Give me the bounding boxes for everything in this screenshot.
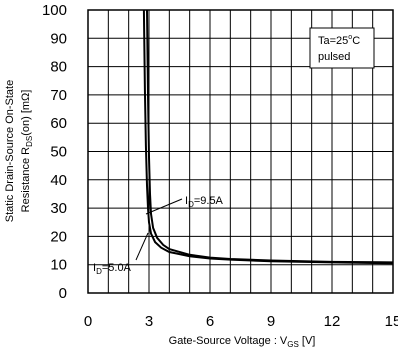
y-tick-label: 40 xyxy=(50,172,67,189)
conditions-line1: Ta=25oC xyxy=(318,34,360,47)
annotation-id-9-5a: ID=9.5A xyxy=(185,195,224,209)
conditions-box xyxy=(309,27,375,69)
y-tick-label: 100 xyxy=(42,2,67,19)
y-tick-label: 60 xyxy=(50,115,67,132)
x-tick-label: 12 xyxy=(324,313,341,330)
y-tick-label: 90 xyxy=(50,30,67,47)
y-tick-label: 30 xyxy=(50,200,67,217)
y-tick-label: 10 xyxy=(50,257,67,274)
y-tick-label: 0 xyxy=(59,285,67,302)
y-axis-label-line2: Resistance RDS(on) [mΩ] xyxy=(20,90,34,213)
y-axis-label-line1: Static Drain-Source On-State xyxy=(4,80,16,222)
tick-labels: 0 3 6 9 12 15 0 10 20 30 40 50 60 70 80 90 100 xyxy=(42,2,398,330)
series-curve-1 xyxy=(146,9,394,264)
x-tick-label: 6 xyxy=(206,313,214,330)
y-tick-label: 70 xyxy=(50,87,67,104)
x-tick-label: 0 xyxy=(84,313,92,330)
x-tick-label: 15 xyxy=(385,313,398,330)
x-tick-label: 9 xyxy=(267,313,275,330)
plot-frame xyxy=(87,9,394,294)
annotation-id-5-0a: ID=5.0A xyxy=(93,262,132,276)
y-tick-label: 20 xyxy=(50,228,67,245)
y-tick-label: 50 xyxy=(50,144,67,161)
annotation-leader-5-0a xyxy=(135,232,149,261)
conditions-line2: pulsed xyxy=(318,51,350,63)
y-tick-label: 80 xyxy=(50,59,67,76)
annotation-leader-9-5a xyxy=(145,198,183,215)
x-axis-label: Gate-Source Voltage : VGS [V] xyxy=(169,335,316,349)
data-curves xyxy=(142,9,394,265)
x-tick-label: 3 xyxy=(145,313,153,330)
